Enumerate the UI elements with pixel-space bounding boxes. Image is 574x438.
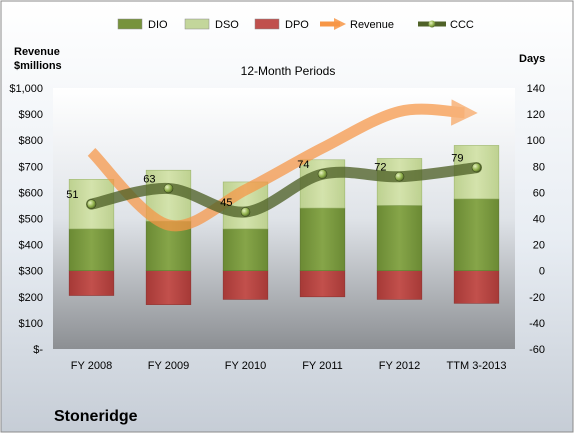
left-tick-label: $400: [19, 240, 43, 252]
legend-marker: [428, 20, 436, 28]
dio-bar: [376, 205, 423, 271]
dpo-bar: [68, 270, 115, 296]
bars: [68, 145, 500, 305]
x-axis: FY 2008 FY 2009 FY 2010 FY 2011 FY 2012 TTM 3…: [71, 360, 507, 372]
revenue-series: [87, 99, 478, 232]
x-tick-label: FY 2008: [71, 360, 112, 372]
left-tick-label: $1,000: [9, 83, 43, 95]
legend-label: DPO: [285, 19, 309, 31]
x-tick-label: FY 2009: [148, 360, 189, 372]
right-tick-label: 80: [533, 161, 545, 173]
right-axis-title: Days: [519, 53, 545, 65]
right-tick-label: 140: [527, 83, 545, 95]
legend-item: Revenue: [320, 17, 394, 31]
dio-bar: [453, 198, 500, 272]
right-tick-label: -40: [529, 318, 545, 330]
left-tick-label: $900: [19, 109, 43, 121]
ccc-data-label: 72: [374, 162, 386, 174]
right-tick-label: 40: [533, 214, 545, 226]
legend-label: DIO: [148, 19, 168, 31]
dio-bar: [299, 207, 346, 271]
right-tick-label: 100: [527, 135, 545, 147]
left-tick-label: $-: [33, 344, 43, 356]
ccc-point: [471, 162, 482, 173]
dpo-bar: [145, 270, 192, 305]
legend-item: DIO: [117, 18, 168, 31]
left-axis-title-line2: $millions: [14, 60, 62, 72]
dpo-bar: [453, 270, 500, 304]
left-tick-label: $600: [19, 187, 43, 199]
legend-item: DPO: [254, 18, 309, 31]
right-tick-label: -20: [529, 292, 545, 304]
right-tick-label: -60: [529, 344, 545, 356]
right-axis: -60 -40 -20 0 20 40 60 80 100 120 140: [527, 83, 545, 356]
legend-swatch: [254, 18, 280, 30]
dio-bar: [68, 228, 115, 272]
left-tick-label: $500: [19, 214, 43, 226]
right-tick-label: 60: [533, 187, 545, 199]
x-tick-label: TTM 3-2013: [447, 360, 507, 372]
ccc-data-label: 74: [297, 159, 309, 171]
dpo-bar: [299, 270, 346, 298]
dio-bar: [222, 228, 269, 272]
ccc-series: 51 63 45 74 72 79: [66, 153, 482, 218]
legend-item: CCC: [418, 19, 474, 31]
x-tick-label: FY 2011: [302, 360, 343, 372]
company-name: Stoneridge: [54, 408, 138, 425]
ccc-data-label: 63: [143, 173, 155, 185]
left-tick-label: $800: [19, 135, 43, 147]
ccc-point: [317, 169, 328, 179]
dpo-bar: [222, 270, 269, 300]
legend-label: Revenue: [350, 19, 394, 31]
x-tick-label: FY 2012: [379, 360, 420, 372]
legend: DIO DSO DPO Revenue CCC: [117, 17, 474, 31]
legend-item: DSO: [184, 18, 239, 31]
legend-label: DSO: [215, 19, 239, 31]
ccc-data-label: 45: [220, 197, 232, 209]
ccc-point: [394, 171, 405, 182]
left-tick-label: $700: [19, 161, 43, 173]
right-tick-label: 20: [533, 240, 545, 252]
left-axis-title-line1: Revenue: [14, 46, 60, 58]
legend-swatch: [117, 18, 143, 30]
left-axis: $- $100 $200 $300 $400 $500 $600 $700 $800 $900 $1…: [9, 83, 43, 356]
left-tick-label: $100: [19, 318, 43, 330]
ccc-point: [163, 183, 174, 194]
left-tick-label: $200: [19, 292, 43, 304]
right-tick-label: 120: [527, 109, 545, 121]
revenue-line: [87, 99, 478, 232]
ccc-data-label: 79: [451, 153, 463, 165]
x-tick-label: FY 2010: [225, 360, 266, 372]
right-tick-label: 0: [539, 266, 545, 278]
ccc-point: [86, 199, 97, 209]
ccc-point: [240, 207, 251, 217]
legend-swatch: [184, 18, 210, 30]
plot-area: [53, 88, 515, 349]
dpo-bar: [376, 270, 423, 300]
chart-title: 12-Month Periods: [241, 64, 336, 78]
legend-label: CCC: [450, 19, 474, 31]
ccc-data-label: 51: [66, 189, 78, 201]
left-tick-label: $300: [19, 266, 43, 278]
